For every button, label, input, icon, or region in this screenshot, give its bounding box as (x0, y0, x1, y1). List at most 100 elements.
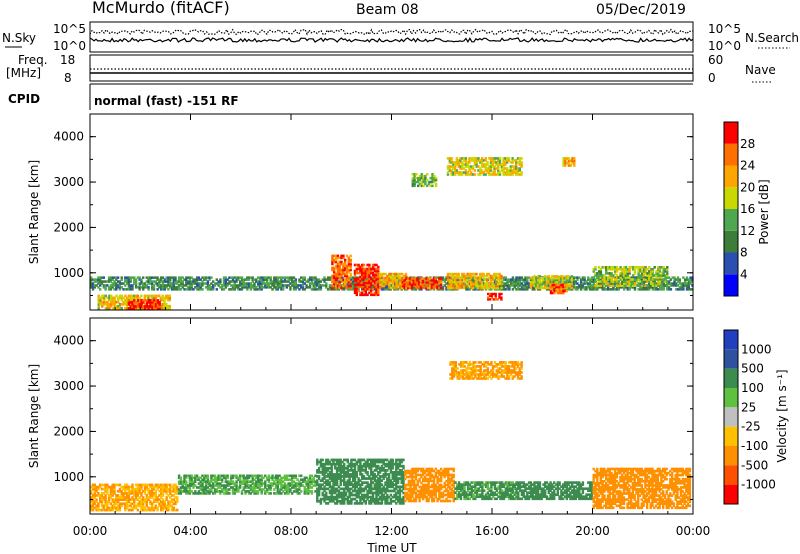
data-cell (353, 469, 357, 472)
data-cell (323, 475, 326, 478)
data-cell (308, 284, 312, 287)
data-cell (163, 280, 166, 283)
data-cell (111, 494, 114, 497)
data-cell (520, 282, 524, 285)
data-cell (357, 267, 360, 271)
data-cell (651, 280, 655, 283)
data-cell (195, 486, 199, 489)
data-cell (506, 167, 509, 170)
data-cell (350, 288, 353, 291)
data-cell (136, 286, 140, 289)
data-cell (197, 486, 201, 489)
data-cell (641, 288, 644, 291)
data-cell (269, 484, 272, 487)
data-cell (116, 489, 120, 493)
data-cell (446, 284, 450, 288)
data-cell (571, 284, 574, 287)
data-cell (334, 266, 338, 270)
data-cell (337, 462, 341, 466)
data-cell (310, 282, 314, 285)
data-cell (249, 282, 253, 285)
data-cell (480, 157, 484, 160)
data-cell (161, 282, 165, 285)
data-cell (452, 284, 455, 288)
data-cell (325, 458, 328, 462)
data-cell (465, 288, 468, 291)
data-cell (387, 288, 391, 291)
data-cell (364, 487, 367, 491)
data-cell (395, 272, 398, 276)
data-cell (90, 278, 93, 281)
data-cell (230, 474, 233, 478)
data-cell (603, 266, 606, 269)
data-cell (429, 286, 432, 290)
data-cell (378, 278, 382, 282)
data-cell (610, 272, 613, 275)
data-cell (386, 282, 389, 286)
data-cell (158, 489, 161, 493)
data-cell (129, 276, 132, 279)
data-cell (276, 288, 279, 291)
data-cell (104, 483, 107, 487)
data-cell (166, 307, 170, 310)
data-cell (621, 274, 624, 277)
data-cell (158, 494, 161, 497)
data-cell (353, 464, 357, 468)
data-cell (355, 267, 358, 271)
data-cell (488, 171, 491, 174)
data-cell (325, 479, 328, 482)
data-cell (635, 266, 638, 269)
data-cell (111, 300, 115, 304)
data-cell (246, 286, 249, 289)
data-cell (370, 487, 373, 491)
data-cell (362, 489, 366, 493)
data-cell (300, 284, 303, 287)
data-cell (125, 280, 129, 283)
data-cell (657, 274, 660, 277)
data-cell (352, 286, 355, 289)
data-cell (212, 486, 215, 489)
data-cell (339, 477, 342, 480)
data-cell (349, 280, 352, 284)
data-cell (357, 265, 360, 269)
data-cell (190, 288, 193, 291)
data-cell (361, 283, 364, 287)
data-cell (404, 274, 408, 278)
data-cell (524, 288, 527, 291)
data-cell (116, 284, 120, 287)
data-cell (344, 266, 347, 270)
data-cell (289, 278, 292, 281)
data-cell (269, 488, 272, 491)
data-cell (434, 176, 438, 180)
data-cell (226, 284, 229, 287)
data-cell (91, 494, 95, 497)
data-cell (666, 282, 669, 285)
data-cell (136, 502, 140, 506)
data-cell (97, 280, 100, 283)
data-cell (420, 184, 423, 188)
data-cell (115, 304, 118, 308)
data-cell (183, 278, 186, 281)
data-cell (382, 286, 385, 289)
data-cell (497, 173, 500, 176)
data-cell (226, 492, 229, 495)
data-cell (565, 279, 568, 282)
data-cell (475, 157, 478, 160)
data-cell (334, 288, 337, 291)
data-cell (170, 500, 174, 504)
data-cell (127, 288, 131, 291)
power-colorbar-tick: 28 (740, 137, 755, 151)
data-cell (628, 270, 631, 273)
data-cell (308, 278, 312, 281)
data-cell (144, 307, 147, 310)
data-cell (641, 270, 644, 273)
data-cell (134, 305, 138, 308)
data-cell (498, 157, 502, 160)
data-cell (285, 490, 288, 493)
data-cell (321, 487, 324, 491)
data-cell (239, 474, 242, 478)
data-cell (161, 288, 165, 291)
data-cell (140, 307, 143, 310)
data-cell (671, 284, 674, 287)
data-cell (321, 458, 324, 462)
